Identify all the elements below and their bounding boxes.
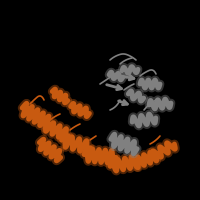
FancyArrowPatch shape (123, 75, 134, 80)
FancyArrowPatch shape (119, 101, 127, 105)
FancyArrowPatch shape (107, 85, 121, 90)
